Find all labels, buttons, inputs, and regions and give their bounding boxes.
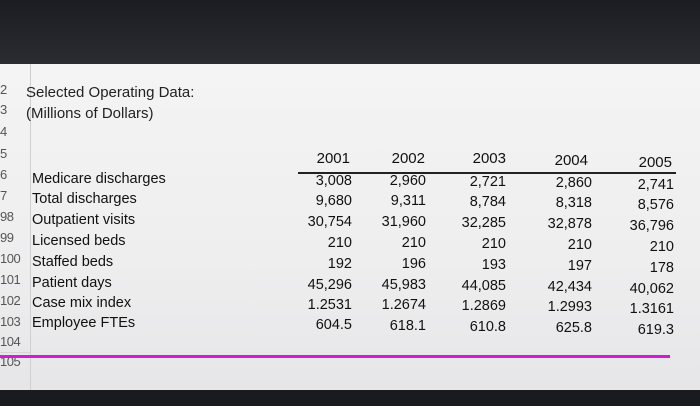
table-cell[interactable]: 210 (481, 236, 506, 252)
row-number[interactable]: 102 (0, 293, 21, 308)
table-cell[interactable]: 2,721 (469, 174, 506, 190)
table-cell[interactable]: 42,434 (547, 279, 592, 295)
table-cell[interactable]: 8,784 (469, 194, 506, 210)
table-cell[interactable]: 9,311 (390, 193, 426, 209)
monitor-bezel-top (0, 0, 700, 64)
row-number[interactable]: 100 (0, 251, 21, 266)
table-cell[interactable]: 2,741 (637, 177, 674, 193)
table-cell[interactable]: 178 (649, 260, 674, 276)
row-number[interactable]: 4 (0, 124, 7, 139)
table-cell[interactable]: 625.8 (555, 320, 592, 336)
row-number[interactable]: 7 (0, 188, 7, 203)
row-label-staffed-beds[interactable]: Staffed beds (32, 254, 114, 270)
table-cell[interactable]: 2,860 (555, 175, 592, 191)
spreadsheet-view: 2 3 4 5 6 7 98 99 100 101 102 103 104 10… (0, 64, 700, 390)
sheet-subtitle[interactable]: (Millions of Dollars) (26, 105, 154, 122)
year-header-2002[interactable]: 2002 (391, 150, 425, 167)
table-cell[interactable]: 1.2674 (381, 297, 426, 313)
table-cell[interactable]: 618.1 (389, 318, 426, 334)
table-cell[interactable]: 45,983 (381, 277, 426, 293)
row-number[interactable]: 101 (0, 272, 21, 287)
table-cell[interactable]: 193 (481, 257, 506, 273)
table-cell[interactable]: 31,960 (381, 214, 426, 230)
table-cell[interactable]: 1.3161 (629, 301, 674, 317)
monitor-bezel-bottom (0, 390, 700, 406)
table-cell[interactable]: 196 (401, 256, 426, 272)
table-cell[interactable]: 210 (567, 237, 592, 253)
header-underline (298, 172, 676, 174)
row-number[interactable]: 103 (0, 314, 21, 329)
table-cell[interactable]: 40,062 (629, 281, 674, 297)
row-number[interactable]: 3 (0, 102, 7, 117)
table-cell[interactable]: 9,680 (315, 193, 352, 209)
row-label-outpatient-visits[interactable]: Outpatient visits (32, 212, 136, 228)
table-cell[interactable]: 610.8 (469, 319, 506, 335)
year-header-2004[interactable]: 2004 (554, 152, 588, 169)
row-label-case-mix-index[interactable]: Case mix index (32, 295, 132, 311)
row-number[interactable]: 104 (0, 334, 21, 349)
sheet-title[interactable]: Selected Operating Data: (26, 84, 195, 101)
table-cell[interactable]: 3,008 (315, 173, 352, 189)
row-number[interactable]: 5 (0, 146, 7, 161)
row-number-gutter (0, 64, 31, 390)
table-cell[interactable]: 8,318 (555, 195, 592, 211)
table-cell[interactable]: 604.5 (315, 317, 352, 333)
table-cell[interactable]: 210 (401, 235, 426, 251)
row-label-medicare-discharges[interactable]: Medicare discharges (32, 171, 166, 187)
highlight-line (0, 355, 670, 358)
row-divider (0, 352, 30, 353)
year-header-2005[interactable]: 2005 (638, 154, 672, 171)
table-cell[interactable]: 36,796 (629, 218, 674, 234)
table-cell[interactable]: 210 (327, 235, 352, 251)
row-label-total-discharges[interactable]: Total discharges (32, 191, 137, 207)
table-cell[interactable]: 32,878 (547, 216, 592, 232)
row-label-licensed-beds[interactable]: Licensed beds (32, 233, 126, 249)
table-cell[interactable]: 32,285 (461, 215, 506, 231)
table-cell[interactable]: 1.2993 (547, 299, 592, 315)
row-number[interactable]: 99 (0, 230, 14, 245)
row-label-employee-ftes[interactable]: Employee FTEs (32, 315, 136, 331)
table-cell[interactable]: 1.2869 (461, 298, 506, 314)
table-cell[interactable]: 2,960 (389, 173, 426, 189)
row-number[interactable]: 98 (0, 209, 14, 224)
row-label-patient-days[interactable]: Patient days (32, 275, 112, 291)
table-cell[interactable]: 45,296 (307, 277, 352, 293)
table-cell[interactable]: 210 (649, 239, 674, 255)
table-cell[interactable]: 1.2531 (307, 297, 352, 313)
year-header-2001[interactable]: 2001 (316, 150, 350, 167)
table-cell[interactable]: 8,576 (637, 197, 674, 213)
year-header-2003[interactable]: 2003 (472, 150, 506, 167)
table-cell[interactable]: 30,754 (307, 214, 352, 230)
row-number[interactable]: 2 (0, 82, 7, 97)
table-cell[interactable]: 44,085 (461, 278, 506, 294)
row-number[interactable]: 6 (0, 167, 7, 182)
table-cell[interactable]: 192 (327, 256, 352, 272)
table-cell[interactable]: 619.3 (637, 322, 674, 338)
table-cell[interactable]: 197 (567, 258, 592, 274)
